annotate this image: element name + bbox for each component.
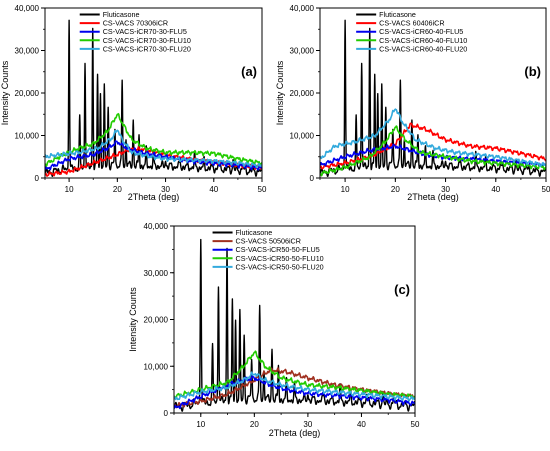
y-tick-label: 30,000	[290, 47, 315, 56]
y-axis-label: Intensity Counts	[0, 60, 10, 125]
y-tick-label: 30,000	[15, 47, 40, 56]
x-tick-label: 30	[161, 185, 170, 194]
x-tick-label: 50	[542, 185, 550, 194]
chart-panel-3: 10 20 30 40 50 0 10,000 20,000 30,000 40,000 2Thet…	[128, 222, 420, 438]
series-group	[45, 19, 262, 177]
x-tick-label: 20	[113, 185, 122, 194]
series-line	[174, 371, 415, 402]
series-line	[174, 350, 415, 400]
y-axis-label: Intensity Counts	[128, 287, 138, 352]
x-tick-label: 20	[250, 420, 259, 429]
x-axis-label: 2Theta (deg)	[128, 192, 180, 202]
y-tick-label: 10,000	[144, 362, 169, 371]
panel-label: (a)	[241, 64, 257, 79]
x-tick-label: 50	[258, 185, 267, 194]
legend-label: Fluticasone	[103, 10, 140, 19]
panel-label: (c)	[394, 282, 410, 297]
series-line	[320, 19, 546, 177]
series-group	[320, 19, 546, 177]
legend-label: CS-VACS-iCR60-40-FLU5	[379, 27, 463, 36]
x-tick-label: 50	[411, 420, 420, 429]
x-tick-label: 30	[303, 420, 312, 429]
x-tick-label: 10	[196, 420, 205, 429]
panel-label: (b)	[524, 64, 541, 79]
y-tick-label: 20,000	[290, 89, 315, 98]
legend-label: CS-VACS-iCR50-50-FLU10	[236, 254, 324, 263]
series-line	[45, 140, 262, 171]
series-line	[45, 112, 262, 167]
y-tick-label: 20,000	[144, 316, 169, 325]
y-tick-label: 10,000	[15, 132, 40, 141]
x-axis-label: 2Theta (deg)	[407, 192, 459, 202]
x-tick-label: 10	[65, 185, 74, 194]
legend-label: CS-VACS-iCR70-30-FLU10	[103, 36, 191, 45]
y-tick-label: 40,000	[290, 4, 315, 13]
legend-label: Fluticasone	[379, 10, 416, 19]
y-tick-label: 20,000	[15, 89, 40, 98]
x-tick-label: 10	[341, 185, 350, 194]
series-line	[45, 129, 262, 169]
series-line	[174, 367, 415, 409]
legend-label: CS-VACS-iCR60-40-FLU10	[379, 36, 467, 45]
chart-panel-2: 10 20 30 40 50 0 10,000 20,000 30,000 40,000 2Thet…	[275, 4, 550, 202]
series-group	[174, 238, 415, 412]
series-line	[320, 122, 546, 170]
legend-label: CS-VACS 50506iCR	[236, 237, 301, 246]
legend-label: CS-VACS-iCR60-40-FLU20	[379, 44, 467, 53]
legend-label: Fluticasone	[236, 228, 273, 237]
series-line	[320, 108, 546, 168]
y-tick-label: 10,000	[290, 132, 315, 141]
chart-panel-1: 10 20 30 40 50 0 10,000 20,000 30,000 40,000 2Thet…	[0, 4, 267, 202]
x-tick-label: 40	[357, 420, 366, 429]
legend-label: CS-VACS 60406iCR	[379, 19, 444, 28]
y-tick-label: 30,000	[144, 269, 169, 278]
y-tick-label: 0	[164, 409, 169, 418]
x-tick-label: 40	[491, 185, 500, 194]
y-tick-label: 0	[35, 174, 40, 183]
y-tick-label: 40,000	[15, 4, 40, 13]
x-tick-label: 20	[391, 185, 400, 194]
legend-label: CS-VACS-iCR50-50-FLU5	[236, 245, 320, 254]
legend-label: CS-VACS-iCR50-50-FLU20	[236, 262, 324, 271]
y-tick-label: 0	[310, 174, 315, 183]
legend-label: CS-VACS 70306iCR	[103, 19, 168, 28]
x-tick-label: 30	[441, 185, 450, 194]
x-tick-label: 40	[209, 185, 218, 194]
legend-label: CS-VACS-iCR70-30-FLU5	[103, 27, 187, 36]
x-axis-label: 2Theta (deg)	[269, 428, 321, 438]
y-axis-label: Intensity Counts	[275, 60, 285, 125]
legend-label: CS-VACS-iCR70-30-FLU20	[103, 44, 191, 53]
series-line	[320, 125, 546, 177]
y-tick-label: 40,000	[144, 222, 169, 231]
